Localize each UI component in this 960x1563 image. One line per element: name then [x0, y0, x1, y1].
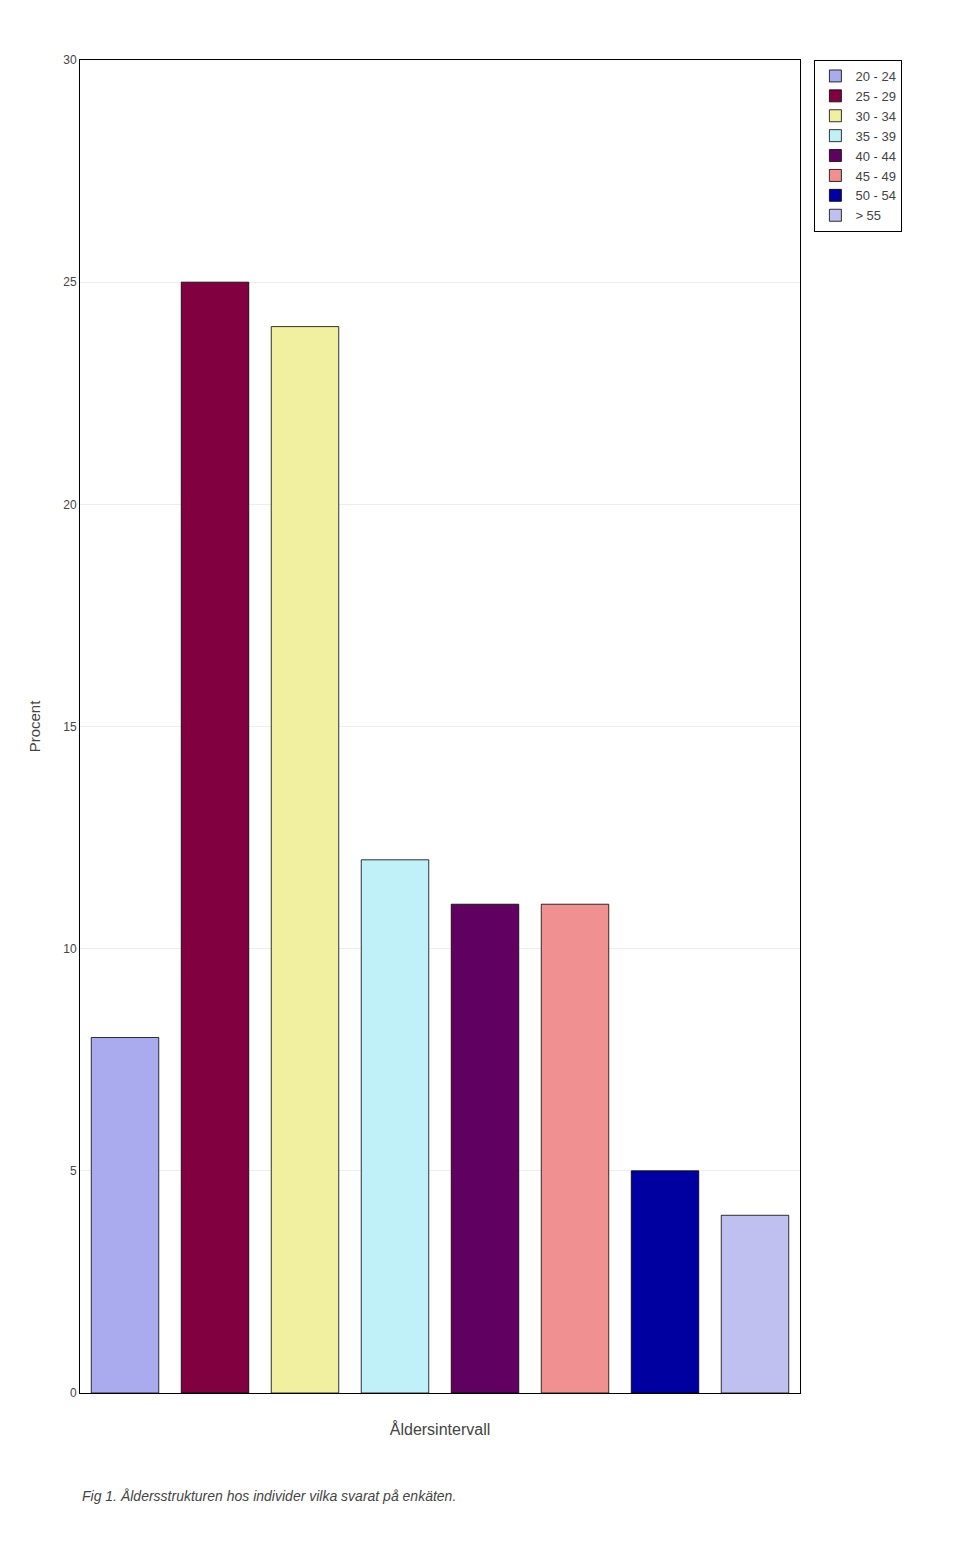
svg-text:20: 20 — [63, 498, 77, 512]
svg-text:> 55: > 55 — [855, 208, 881, 223]
svg-text:20 - 24: 20 - 24 — [855, 69, 895, 84]
svg-text:Åldersintervall: Åldersintervall — [390, 1420, 490, 1438]
svg-text:10: 10 — [63, 942, 77, 956]
svg-text:30 - 34: 30 - 34 — [855, 109, 895, 124]
svg-text:5: 5 — [70, 1164, 77, 1178]
svg-text:25: 25 — [63, 275, 77, 289]
svg-text:25 - 29: 25 - 29 — [855, 89, 895, 104]
svg-text:35 - 39: 35 - 39 — [855, 129, 895, 144]
svg-text:50 - 54: 50 - 54 — [855, 188, 895, 203]
svg-text:Procent: Procent — [26, 700, 43, 753]
svg-text:45 - 49: 45 - 49 — [855, 169, 895, 184]
svg-text:40 - 44: 40 - 44 — [855, 149, 895, 164]
svg-text:0: 0 — [70, 1386, 77, 1400]
svg-text:15: 15 — [63, 720, 77, 734]
svg-text:30: 30 — [63, 53, 77, 67]
svg-text:Fig 1. Åldersstrukturen hos in: Fig 1. Åldersstrukturen hos individer vi… — [82, 1488, 456, 1504]
